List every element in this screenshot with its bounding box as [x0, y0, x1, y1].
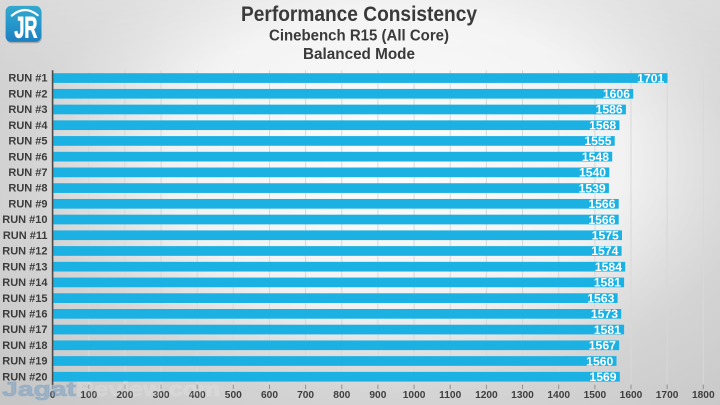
- svg-text:100: 100: [80, 390, 97, 401]
- svg-text:RUN #9: RUN #9: [8, 198, 47, 210]
- svg-text:1800: 1800: [692, 390, 715, 401]
- svg-text:RUN #19: RUN #19: [2, 356, 47, 368]
- svg-text:800: 800: [333, 390, 350, 401]
- svg-text:Performance Consistency: Performance Consistency: [241, 3, 477, 26]
- svg-text:RUN #4: RUN #4: [8, 120, 48, 132]
- svg-text:400: 400: [189, 390, 206, 401]
- svg-text:1000: 1000: [403, 390, 426, 401]
- svg-text:1586: 1586: [596, 103, 623, 117]
- svg-text:700: 700: [297, 390, 314, 401]
- svg-text:1548: 1548: [582, 150, 609, 164]
- svg-text:1200: 1200: [475, 390, 498, 401]
- svg-text:1560: 1560: [586, 354, 613, 368]
- svg-text:RUN #8: RUN #8: [8, 183, 47, 195]
- svg-text:RUN #7: RUN #7: [8, 167, 47, 179]
- svg-text:0: 0: [50, 390, 56, 401]
- svg-text:1569: 1569: [589, 370, 616, 384]
- svg-text:RUN #3: RUN #3: [8, 104, 47, 116]
- svg-text:1606: 1606: [603, 87, 630, 101]
- svg-text:RUN #11: RUN #11: [3, 230, 48, 242]
- svg-text:RUN #20: RUN #20: [2, 371, 47, 383]
- svg-text:RUN #6: RUN #6: [8, 151, 47, 163]
- svg-text:1581: 1581: [594, 276, 621, 290]
- svg-text:RUN #5: RUN #5: [8, 136, 47, 148]
- svg-text:300: 300: [153, 390, 170, 401]
- svg-text:JagatReview.com: JagatReview.com: [2, 378, 220, 401]
- svg-text:600: 600: [261, 390, 278, 401]
- svg-text:1567: 1567: [589, 339, 616, 353]
- svg-text:RUN #13: RUN #13: [2, 261, 47, 273]
- svg-text:RUN #14: RUN #14: [2, 277, 48, 289]
- svg-text:1100: 1100: [439, 390, 461, 401]
- svg-text:1568: 1568: [589, 118, 616, 132]
- svg-text:RUN #15: RUN #15: [2, 293, 47, 305]
- svg-text:1555: 1555: [584, 134, 611, 148]
- svg-text:1566: 1566: [588, 197, 615, 211]
- svg-text:200: 200: [116, 390, 133, 401]
- svg-text:RUN #18: RUN #18: [2, 340, 47, 352]
- svg-text:1581: 1581: [594, 323, 621, 337]
- svg-text:1400: 1400: [547, 390, 570, 401]
- svg-text:1540: 1540: [579, 166, 606, 180]
- svg-text:1584: 1584: [595, 260, 622, 274]
- svg-text:RUN #10: RUN #10: [2, 214, 47, 226]
- svg-text:Cinebench R15 (All Core): Cinebench R15 (All Core): [269, 27, 449, 44]
- svg-text:1573: 1573: [591, 307, 618, 321]
- svg-text:1500: 1500: [584, 390, 607, 401]
- svg-text:RUN #2: RUN #2: [8, 88, 47, 100]
- svg-text:900: 900: [369, 390, 386, 401]
- svg-text:1539: 1539: [579, 181, 606, 195]
- svg-text:RUN #17: RUN #17: [2, 324, 47, 336]
- svg-text:Balanced Mode: Balanced Mode: [303, 46, 415, 63]
- svg-text:RUN #16: RUN #16: [2, 309, 47, 321]
- svg-text:RUN #1: RUN #1: [8, 73, 47, 85]
- svg-text:1600: 1600: [620, 390, 643, 401]
- svg-text:1574: 1574: [591, 244, 618, 258]
- svg-text:1701: 1701: [637, 71, 664, 85]
- svg-text:1563: 1563: [587, 291, 614, 305]
- svg-text:1575: 1575: [592, 229, 619, 243]
- svg-text:1300: 1300: [511, 390, 534, 401]
- svg-text:500: 500: [225, 390, 242, 401]
- svg-text:1566: 1566: [588, 213, 615, 227]
- svg-text:RUN #12: RUN #12: [2, 246, 47, 258]
- svg-text:1700: 1700: [656, 390, 679, 401]
- svg-text:JR: JR: [14, 11, 37, 44]
